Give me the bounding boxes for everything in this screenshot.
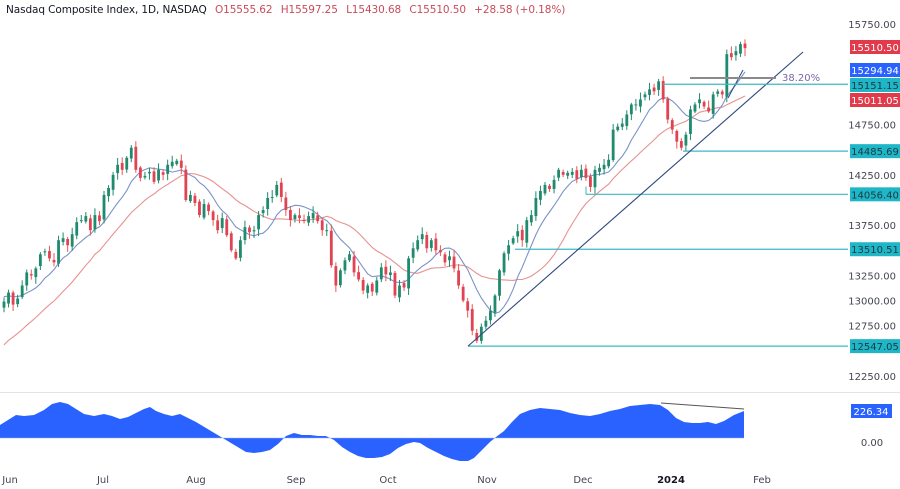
price-tag-support: 14485.69 [850,144,900,159]
svg-text:Dec: Dec [573,475,592,486]
svg-text:13750.00: 13750.00 [848,221,896,232]
svg-text:14250.00: 14250.00 [848,171,896,182]
oscillator-value-tag: 226.34 [851,404,892,418]
svg-text:13250.00: 13250.00 [848,271,896,282]
svg-text:Nov: Nov [477,475,497,486]
close-value: C15510.50 [409,4,466,16]
high-value: H15597.25 [280,4,338,16]
svg-text:15151.15: 15151.15 [851,81,899,92]
price-tag-last-price: 15510.50 [850,40,900,54]
svg-text:13000.00: 13000.00 [848,297,896,308]
price-axis-tags: 15510.50 15294.94 15151.15 15011.05 14485.69… [850,40,900,418]
price-axis[interactable]: 15750.00 14750.00 14250.00 13750.00 13250.00… [848,20,896,449]
svg-text:Aug: Aug [186,475,206,486]
svg-text:14750.00: 14750.00 [848,121,896,132]
svg-text:14485.69: 14485.69 [851,147,899,158]
ma-slow-line [3,95,746,346]
trendline[interactable] [467,51,804,347]
svg-text:12750.00: 12750.00 [848,322,896,333]
chart-header: Nasdaq Composite Index, 1D, NASDAQ O1555… [6,4,565,16]
price-tag-ma-slow: 15011.05 [850,93,900,107]
svg-text:12250.00: 12250.00 [848,372,896,383]
ma-fast-line [3,71,746,315]
price-tag-ma-fast: 15294.94 [850,63,900,77]
change-value: +28.58 (+0.18%) [474,4,566,16]
svg-text:Sep: Sep [287,475,306,486]
svg-text:Feb: Feb [753,475,771,486]
svg-text:Oct: Oct [379,475,396,486]
fib-retracement[interactable]: 38.20% [663,73,848,85]
support-lines[interactable] [468,150,848,347]
time-axis[interactable]: Jun Jul Aug Sep Oct Nov Dec 2024 Feb [1,475,771,486]
svg-text:2024: 2024 [657,475,685,486]
price-tag-support: 12547.05 [850,339,900,354]
oscillator-pane [0,402,745,461]
price-tag-fib-level: 15151.15 [850,78,900,92]
svg-text:12547.05: 12547.05 [851,342,899,353]
svg-text:15750.00: 15750.00 [848,20,896,31]
svg-text:Jul: Jul [96,475,109,486]
svg-text:Jun: Jun [1,475,18,486]
svg-text:15011.05: 15011.05 [851,96,899,107]
price-tag-support: 13510.51 [850,242,900,257]
price-tag-support: 14056.40 [850,187,900,202]
svg-text:0.00: 0.00 [861,438,883,449]
svg-text:15294.94: 15294.94 [851,66,899,77]
svg-text:13510.51: 13510.51 [851,245,899,256]
svg-text:14056.40: 14056.40 [851,190,899,201]
low-value: L15430.68 [346,4,402,16]
open-value: O15555.62 [214,4,273,16]
candlesticks [2,39,747,344]
svg-text:15510.50: 15510.50 [851,43,899,54]
symbol-title[interactable]: Nasdaq Composite Index, 1D, NASDAQ [6,4,207,16]
svg-text:38.20%: 38.20% [782,73,820,84]
svg-text:226.34: 226.34 [854,407,889,418]
